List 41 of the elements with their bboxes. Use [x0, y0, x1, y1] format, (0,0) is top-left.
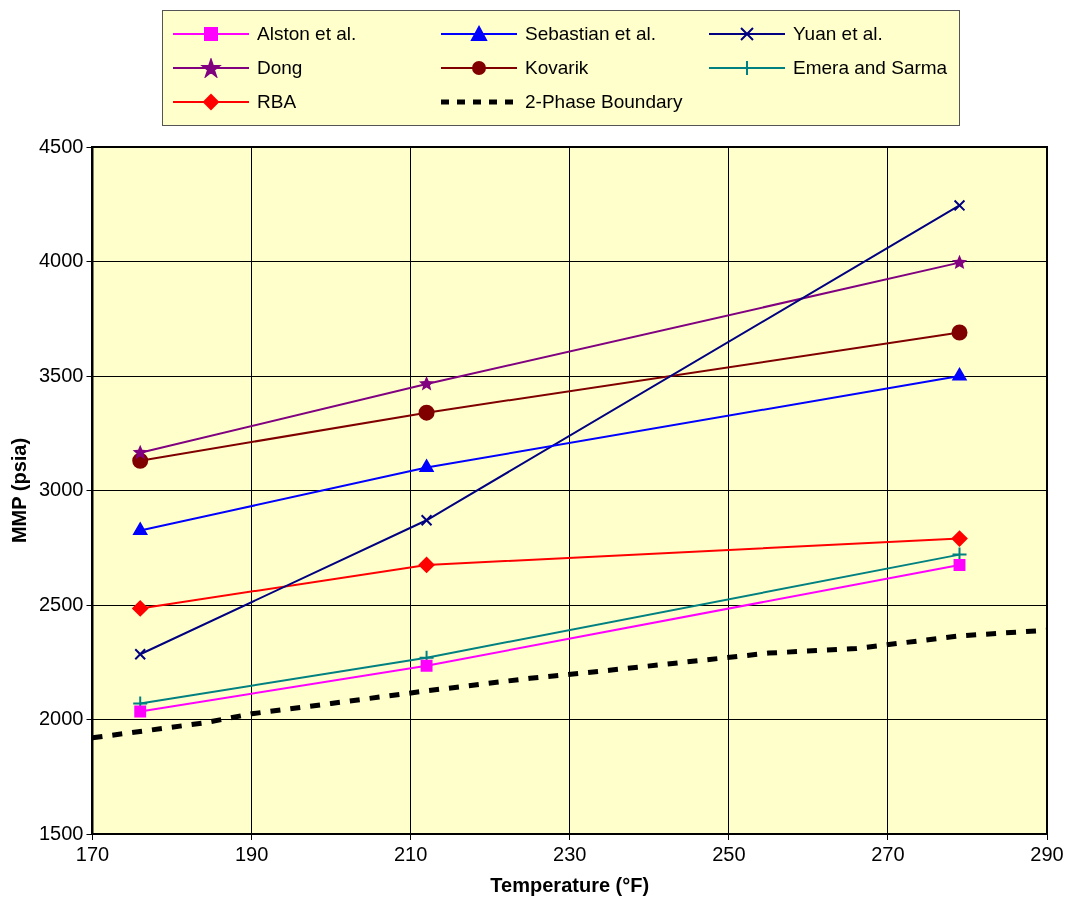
- x-tick-label: 210: [393, 842, 428, 865]
- x-tick-label: 270: [871, 842, 905, 865]
- x-tick-label: 230: [553, 842, 587, 865]
- point: [951, 530, 968, 547]
- legend-label: Yuan et al.: [793, 23, 883, 45]
- point: [134, 648, 147, 661]
- point: [419, 459, 434, 473]
- y-tick-label: 3000: [38, 478, 84, 501]
- y-tick-label: 4000: [38, 249, 84, 272]
- point: [132, 600, 149, 617]
- legend-label: RBA: [257, 91, 297, 113]
- y-tick-label: 1500: [38, 821, 84, 844]
- x-axis-title: Temperature (°F): [490, 873, 650, 896]
- legend-label: Kovarik: [525, 57, 589, 79]
- point: [420, 659, 433, 672]
- point: [951, 324, 968, 341]
- point: [420, 514, 433, 527]
- x-tick-label: 290: [1030, 842, 1064, 865]
- y-axis-title: MMP (psia): [7, 437, 30, 544]
- y-tick-label: 3500: [38, 363, 84, 386]
- point: [418, 404, 435, 421]
- legend-label: Emera and Sarma: [793, 57, 948, 79]
- point: [953, 558, 966, 571]
- x-tick-label: 170: [75, 842, 110, 865]
- y-tick-label: 4500: [38, 134, 84, 157]
- x-tick-label: 190: [234, 842, 269, 865]
- point: [951, 254, 968, 270]
- point: [133, 522, 148, 536]
- point: [134, 705, 147, 718]
- y-tick-label: 2000: [38, 707, 84, 730]
- point: [952, 368, 967, 381]
- x-tick-label: 250: [712, 842, 746, 865]
- point: [418, 376, 435, 391]
- point: [132, 444, 148, 460]
- point: [953, 199, 966, 212]
- legend-label: Sebastian et al.: [525, 23, 656, 45]
- legend-label: 2-Phase Boundary: [525, 91, 683, 113]
- legend-label: Dong: [257, 57, 303, 79]
- y-tick-label: 2500: [38, 592, 84, 615]
- legend-label: Alston et al.: [257, 23, 357, 45]
- point: [418, 556, 435, 573]
